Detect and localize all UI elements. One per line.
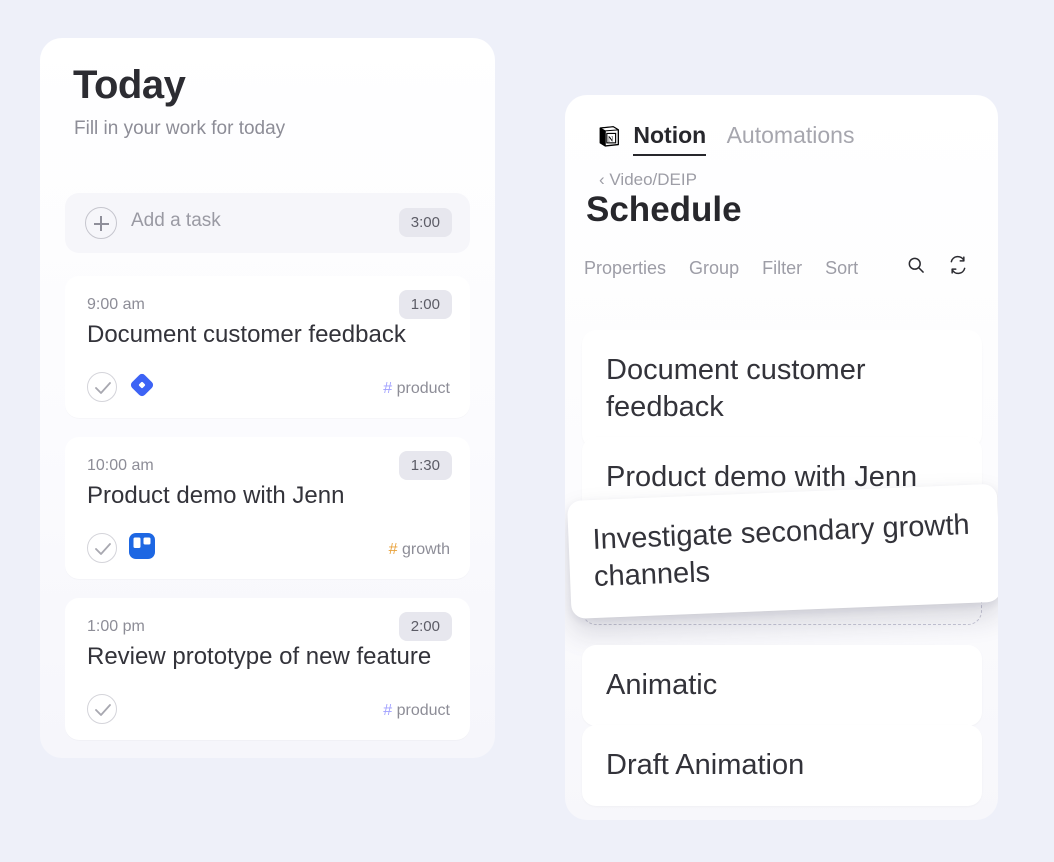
svg-text:N: N: [608, 135, 614, 143]
